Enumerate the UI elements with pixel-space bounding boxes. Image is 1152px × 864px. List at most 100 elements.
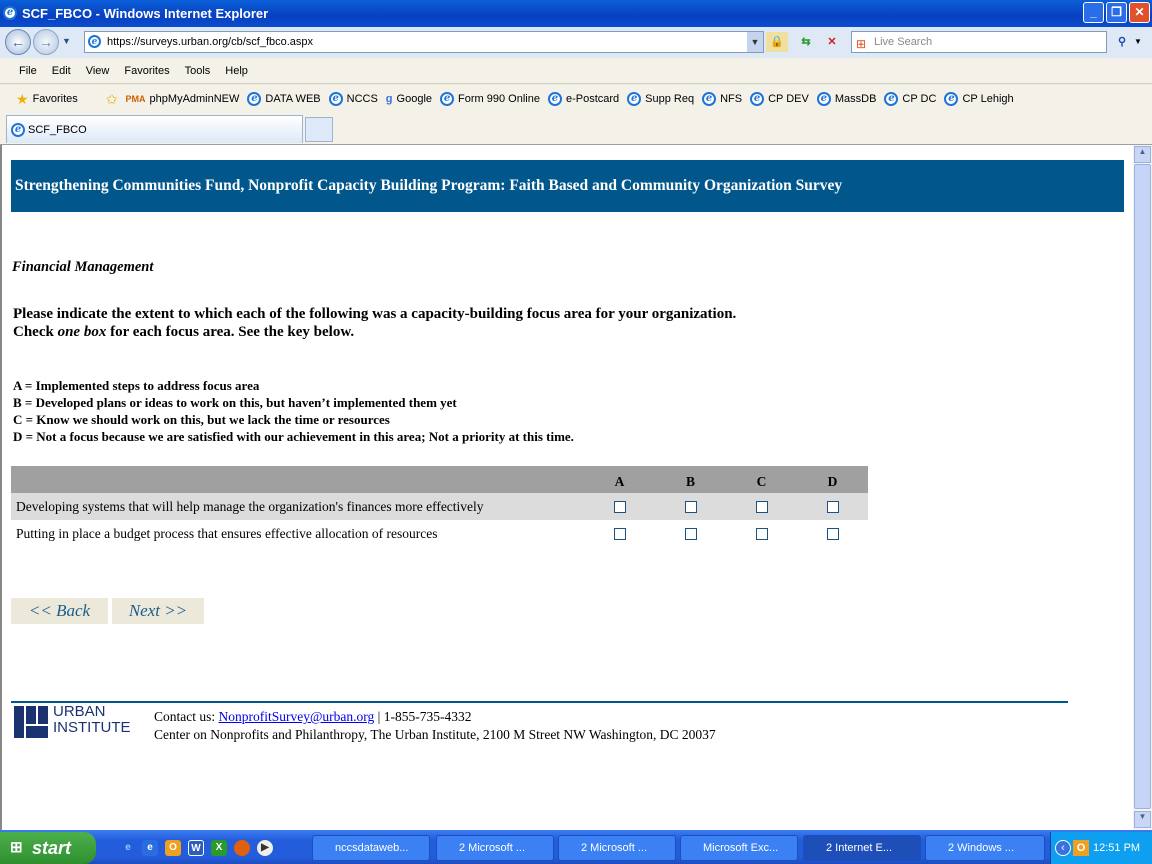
start-button[interactable]: ⊞ start <box>0 832 96 864</box>
task-windows-explorer[interactable]: 2 Windows ... <box>925 835 1045 861</box>
new-tab-button[interactable] <box>305 117 333 142</box>
menu-tools[interactable]: Tools <box>184 64 211 77</box>
checkbox-a[interactable] <box>613 501 626 514</box>
tab-title: SCF_FBCO <box>28 123 87 136</box>
quicklaunch-excel-icon[interactable]: X <box>211 840 227 856</box>
next-button[interactable]: Next >> <box>112 598 204 624</box>
recent-pages-dropdown-icon[interactable]: ▼ <box>62 36 71 46</box>
fav-cp-dc[interactable]: e CP DC <box>884 92 936 106</box>
menu-favorites[interactable]: Favorites <box>124 64 170 77</box>
checkbox-d[interactable] <box>826 501 839 514</box>
search-icon[interactable]: ⚲ <box>1117 36 1127 48</box>
forward-nav-button[interactable]: → <box>33 29 59 55</box>
quicklaunch-ie-icon[interactable]: e <box>125 842 131 853</box>
footer-text: Contact us: NonprofitSurvey@urban.org | … <box>154 708 716 744</box>
tray-expand-icon[interactable]: ‹ <box>1055 840 1071 856</box>
fav-data-web[interactable]: e DATA WEB <box>247 92 321 106</box>
address-dropdown-icon[interactable]: ▼ <box>747 32 763 52</box>
fav-label: CP Lehigh <box>962 93 1014 105</box>
checkbox-c[interactable] <box>755 528 768 541</box>
back-nav-button[interactable]: ← <box>5 29 31 55</box>
task-internet-explorer[interactable]: 2 Internet E... <box>803 835 921 861</box>
fav-massdb[interactable]: e MassDB <box>816 92 877 106</box>
checkbox-b[interactable] <box>684 501 697 514</box>
fav-google[interactable]: g Google <box>386 93 432 105</box>
google-icon: g <box>385 93 393 105</box>
tray-outlook-icon[interactable]: O <box>1073 840 1089 856</box>
fav-e-postcard[interactable]: e e-Postcard <box>547 92 619 106</box>
ie-icon: e <box>11 122 25 137</box>
q-em: one box <box>57 324 107 340</box>
checkbox-b[interactable] <box>684 528 697 541</box>
ie-icon: e <box>816 92 831 106</box>
window-title: SCF_FBCO - Windows Internet Explorer <box>22 6 269 21</box>
minimize-button[interactable]: _ <box>1083 2 1104 23</box>
tab-scf-fbco[interactable]: e SCF_FBCO <box>6 115 303 143</box>
question-line-2: Check one box for each focus area. See t… <box>13 323 736 341</box>
menu-view[interactable]: View <box>85 64 110 77</box>
task-word[interactable]: 2 Microsoft ... <box>558 835 676 861</box>
ie-icon: e <box>328 92 343 106</box>
task-excel[interactable]: Microsoft Exc... <box>680 835 798 861</box>
checkbox-c[interactable] <box>755 501 768 514</box>
fav-label: MassDB <box>834 93 877 105</box>
quicklaunch-outlook-icon[interactable]: O <box>165 840 181 856</box>
address-input[interactable]: e https://surveys.urban.org/cb/scf_fbco.… <box>84 31 764 53</box>
col-d: D <box>797 466 868 493</box>
search-options-icon[interactable]: ▼ <box>1134 37 1142 46</box>
fav-label: CP DC <box>902 93 937 105</box>
scroll-down-button[interactable]: ▼ <box>1134 811 1151 828</box>
add-favorite-button[interactable]: ✩ <box>106 91 118 108</box>
pma-icon: PMA <box>125 94 146 104</box>
ie-icon: e <box>247 92 262 106</box>
task-label: 2 Microsoft ... <box>581 842 648 854</box>
menu-file[interactable]: File <box>19 64 37 77</box>
restore-button[interactable]: ❐ <box>1106 2 1127 23</box>
email-link[interactable]: NonprofitSurvey@urban.org <box>218 709 375 724</box>
search-input[interactable]: ⊞ Live Search <box>851 31 1107 53</box>
refresh-icon[interactable]: ⇆ <box>801 36 811 48</box>
menu-edit[interactable]: Edit <box>51 64 71 77</box>
quicklaunch-media-icon[interactable]: ▶ <box>257 840 273 856</box>
close-button[interactable]: ✕ <box>1129 2 1150 23</box>
ie-icon: e <box>440 92 455 106</box>
fav-label: CP DEV <box>768 93 809 105</box>
fav-cp-dev[interactable]: e CP DEV <box>750 92 809 106</box>
quicklaunch-word-icon[interactable]: W <box>188 840 204 856</box>
system-tray: ‹ O 12:51 PM <box>1050 832 1152 864</box>
task-firefox[interactable]: nccsdataweb... <box>312 835 430 861</box>
fav-label: NCCS <box>346 93 378 105</box>
fav-nfs[interactable]: e NFS <box>702 92 742 106</box>
fav-supp-req[interactable]: e Supp Req <box>627 92 694 106</box>
favorites-button[interactable]: ★ Favorites <box>16 91 78 108</box>
quicklaunch-firefox-icon[interactable] <box>234 840 250 856</box>
contact-label: Contact us: <box>154 709 219 724</box>
checkbox-d[interactable] <box>826 528 839 541</box>
ie-icon: e <box>750 92 765 106</box>
fav-nccs[interactable]: e NCCS <box>328 92 378 106</box>
back-button[interactable]: << Back <box>11 598 108 624</box>
taskbar: ⊞ start e e O W X ▶ nccsdataweb... 2 Micr… <box>0 830 1152 864</box>
quicklaunch-ie2-icon[interactable]: e <box>142 840 158 856</box>
menu-help[interactable]: Help <box>225 64 248 77</box>
task-label: nccsdataweb... <box>335 842 409 854</box>
task-outlook[interactable]: 2 Microsoft ... <box>436 835 554 861</box>
fav-label: phpMyAdminNEW <box>149 93 240 105</box>
page-icon: e <box>88 35 101 48</box>
stop-icon[interactable]: ✕ <box>827 36 837 48</box>
logo-line-2: INSTITUTE <box>53 719 131 736</box>
url-text: https://surveys.urban.org/cb/scf_fbco.as… <box>107 36 314 48</box>
fav-cp-lehigh[interactable]: e CP Lehigh <box>944 92 1014 106</box>
fav-label: DATA WEB <box>265 93 321 105</box>
fav-form-990[interactable]: e Form 990 Online <box>440 92 540 106</box>
fav-phpmyadmin[interactable]: PMA phpMyAdminNEW <box>126 93 240 105</box>
task-label: 2 Microsoft ... <box>459 842 526 854</box>
lock-icon[interactable]: 🔒 <box>766 32 788 52</box>
checkbox-a[interactable] <box>613 528 626 541</box>
windows-logo-icon: ⊞ <box>856 37 867 51</box>
scroll-up-button[interactable]: ▲ <box>1134 146 1151 163</box>
add-star-icon: ✩ <box>105 90 118 107</box>
scroll-thumb[interactable] <box>1134 164 1151 809</box>
vertical-scrollbar[interactable]: ▲ ▼ <box>1133 145 1152 830</box>
favorites-label: Favorites <box>32 93 78 105</box>
